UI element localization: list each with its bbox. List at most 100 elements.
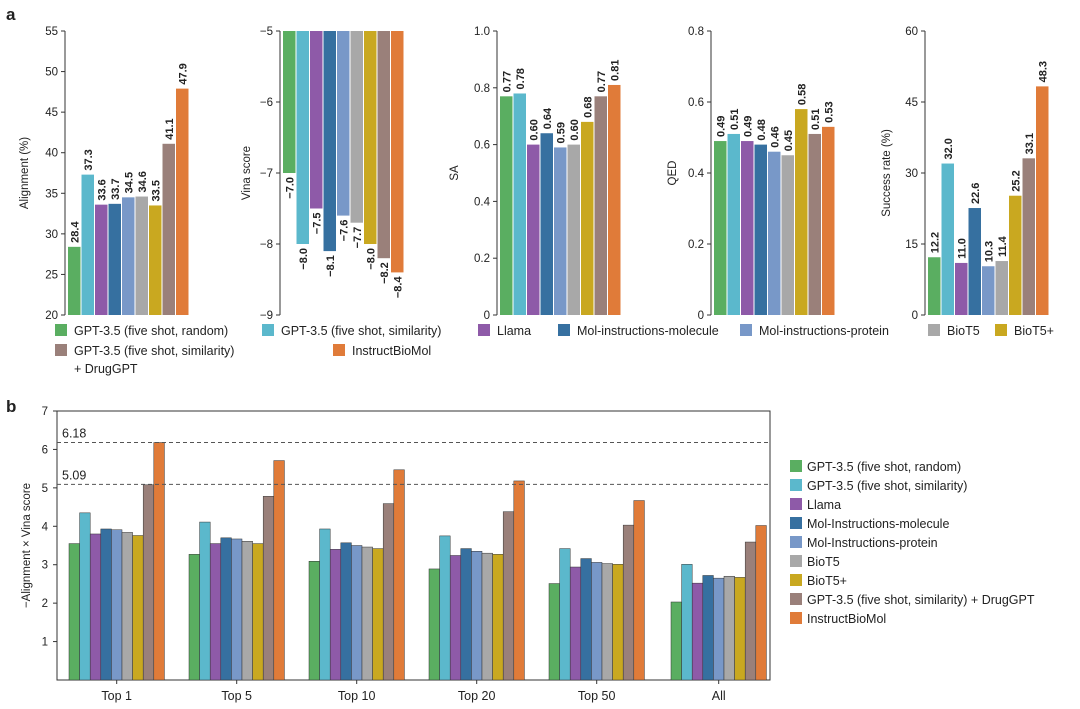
bar	[81, 174, 94, 315]
y-axis-label: Vina score	[241, 146, 253, 200]
bar	[781, 155, 794, 315]
bar-value-label: 34.5	[123, 172, 135, 193]
y-axis-label: SA	[449, 165, 461, 181]
bar	[68, 246, 81, 315]
bar	[822, 126, 835, 315]
legend-panel-a: GPT-3.5 (five shot, random) GPT-3.5 (five…	[55, 324, 1054, 376]
bar	[670, 601, 682, 681]
bar	[723, 575, 735, 681]
bar	[968, 208, 981, 315]
y-tick-label: 0.4	[474, 196, 491, 208]
bar	[439, 535, 451, 681]
bar-value-label: 47.9	[177, 63, 189, 84]
bar	[382, 503, 395, 681]
bar	[554, 147, 567, 315]
legend-swatch	[790, 555, 802, 567]
y-tick-label: 3	[42, 560, 48, 572]
bar	[111, 529, 123, 681]
bar-value-label: 0.46	[769, 126, 781, 147]
y-axis-label: QED	[667, 161, 679, 186]
bar	[252, 543, 264, 681]
bar	[209, 543, 222, 681]
bar-value-label: 33.7	[110, 178, 122, 199]
bar	[591, 562, 603, 681]
legend-label: GPT-3.5 (five shot, similarity)	[74, 344, 234, 358]
bar-value-label: 41.1	[164, 118, 176, 139]
legend-label: Mol-Instructions-molecule	[807, 517, 949, 531]
y-tick-label: −7	[260, 168, 273, 180]
bar	[622, 524, 635, 681]
bar	[540, 133, 553, 315]
bar-value-label: 0.77	[596, 71, 608, 92]
bar	[364, 31, 377, 244]
bar	[601, 563, 613, 681]
legend-label: Llama	[497, 324, 531, 338]
bar	[319, 528, 331, 681]
bar	[1036, 86, 1049, 315]
plot-frame	[56, 410, 771, 681]
y-tick-label: 0.4	[688, 168, 705, 180]
y-tick-label: 1.0	[474, 26, 490, 38]
bar	[95, 204, 108, 315]
bar	[428, 568, 440, 681]
bar	[351, 545, 363, 681]
y-tick-label: 7	[42, 406, 48, 418]
bar	[377, 31, 390, 259]
y-tick-label: 30	[45, 229, 58, 241]
bar-value-label: −8.0	[298, 248, 310, 270]
bar	[581, 121, 594, 315]
legend-panel-b: GPT-3.5 (five shot, random) GPT-3.5 (five…	[790, 460, 1035, 626]
y-tick-label: 0.2	[474, 253, 490, 265]
bar	[460, 548, 472, 681]
legend-label: BioT5+	[1014, 324, 1054, 338]
bar	[149, 205, 162, 315]
bar	[982, 266, 995, 315]
bar	[995, 261, 1008, 315]
legend-label: GPT-3.5 (five shot, similarity) + DrugGP…	[807, 593, 1035, 607]
bar	[714, 141, 727, 315]
y-tick-label: 45	[905, 97, 918, 109]
bar-value-label: −8.2	[379, 262, 391, 284]
y-tick-label: 55	[45, 26, 58, 38]
y-tick-label: 0.6	[688, 97, 704, 109]
bar-value-label: 48.3	[1037, 61, 1049, 82]
bar-value-label: −8.4	[392, 276, 404, 299]
legend-swatch	[995, 324, 1007, 336]
bar	[176, 88, 189, 316]
bar	[727, 133, 740, 315]
bar	[108, 203, 121, 315]
bar	[100, 528, 112, 681]
bar-value-label: 0.64	[542, 107, 554, 129]
x-tick-label: Top 20	[458, 689, 496, 703]
bar-value-label: −8.1	[325, 255, 337, 277]
y-tick-label: −8	[260, 239, 273, 251]
bar-value-label: 0.58	[796, 84, 808, 105]
legend-label: Llama	[807, 498, 841, 512]
panel-letter-b: b	[6, 397, 16, 416]
panel-letter-a: a	[6, 5, 16, 24]
bar	[361, 546, 373, 681]
bar	[393, 469, 405, 681]
chart-success-rate: 0 15 30 45 60 Success rate (%) 12.2 32.0 11.0 22.…	[881, 26, 1049, 322]
bar	[1009, 195, 1022, 315]
bar	[188, 554, 200, 681]
bar-value-label: −7.7	[352, 227, 364, 249]
legend-label: BioT5	[807, 555, 840, 569]
legend-label: GPT-3.5 (five shot, random)	[807, 460, 961, 474]
bar	[262, 496, 275, 681]
bar-value-label: −7.0	[284, 177, 296, 199]
legend-swatch	[55, 344, 67, 356]
y-tick-label: 2	[42, 598, 48, 610]
legend-label: BioT5+	[807, 574, 847, 588]
y-tick-label: 0.8	[474, 83, 490, 95]
bar	[567, 144, 580, 315]
bar	[142, 484, 155, 681]
y-tick-label: 0.8	[688, 26, 704, 38]
bar-value-label: 37.3	[83, 149, 95, 170]
y-tick-label: −6	[260, 97, 273, 109]
legend-label: GPT-3.5 (five shot, similarity)	[281, 324, 441, 338]
legend-label: Mol-instructions-molecule	[577, 324, 719, 338]
bar	[89, 533, 102, 681]
y-axis-label: −Alignment × Vina score	[21, 483, 33, 608]
